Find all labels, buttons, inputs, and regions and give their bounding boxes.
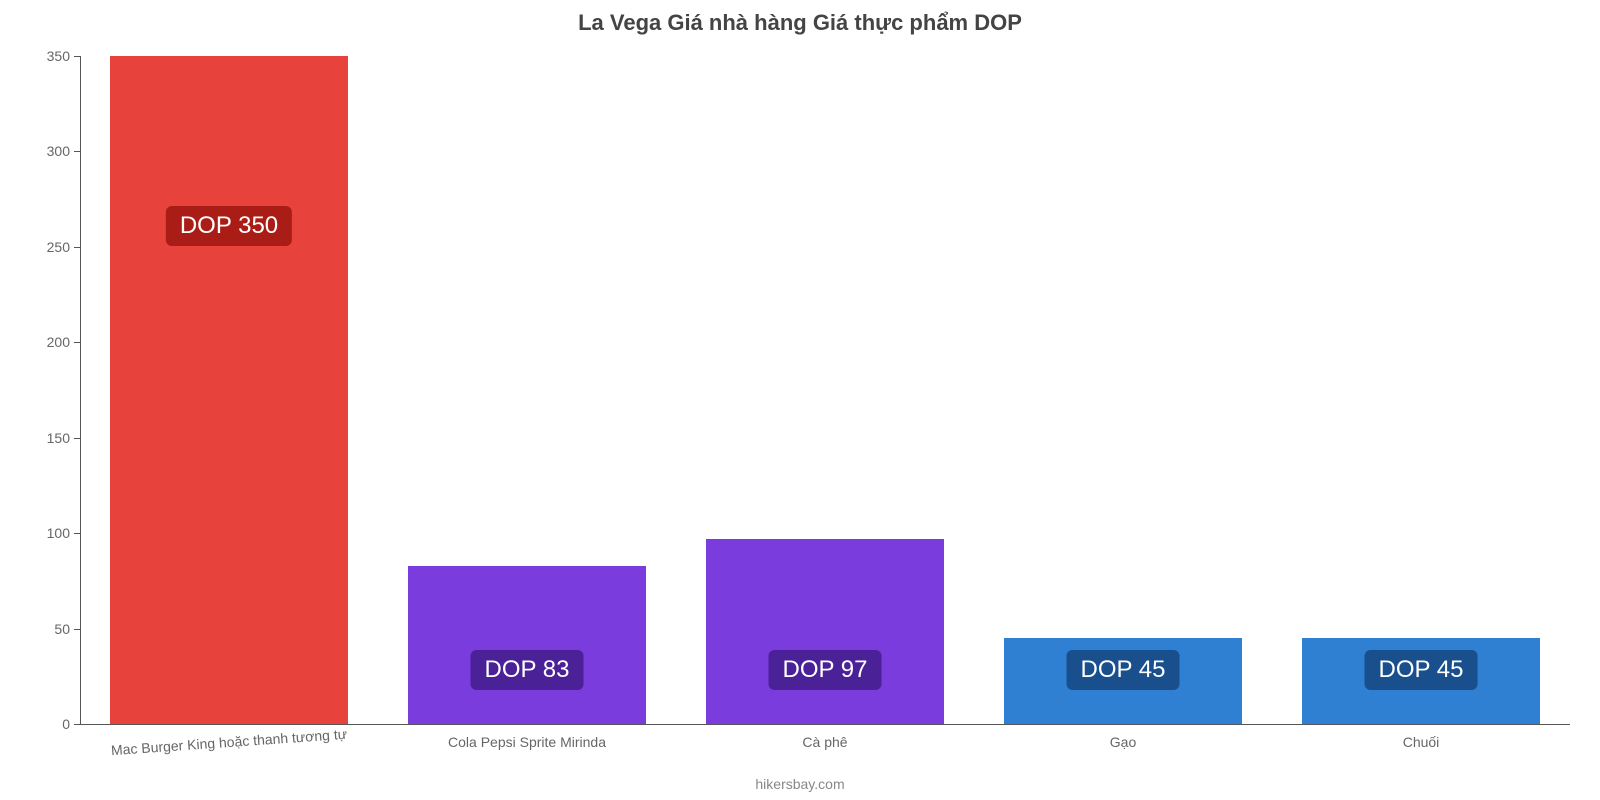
x-category-label: Cà phê bbox=[802, 734, 847, 750]
x-category-label: Chuối bbox=[1403, 734, 1440, 750]
y-tick-mark bbox=[74, 247, 80, 248]
chart-title: La Vega Giá nhà hàng Giá thực phẩm DOP bbox=[0, 10, 1600, 36]
y-tick-mark bbox=[74, 342, 80, 343]
attribution-text: hikersbay.com bbox=[0, 776, 1600, 792]
bar bbox=[408, 566, 646, 724]
y-tick-mark bbox=[74, 56, 80, 57]
bar-value-badge: DOP 83 bbox=[471, 650, 584, 690]
x-category-label: Cola Pepsi Sprite Mirinda bbox=[448, 734, 606, 750]
x-axis-line bbox=[80, 724, 1570, 725]
y-tick-mark bbox=[74, 629, 80, 630]
plot-area: 050100150200250300350DOP 350Mac Burger K… bbox=[80, 56, 1570, 724]
y-tick-mark bbox=[74, 151, 80, 152]
y-axis-line bbox=[80, 56, 81, 724]
bar-value-badge: DOP 97 bbox=[769, 650, 882, 690]
x-category-label: Gạo bbox=[1110, 734, 1136, 750]
x-category-label: Mac Burger King hoặc thanh tương tự bbox=[110, 726, 347, 758]
bar bbox=[706, 539, 944, 724]
bar-value-badge: DOP 45 bbox=[1067, 650, 1180, 690]
y-tick-mark bbox=[74, 724, 80, 725]
y-tick-mark bbox=[74, 533, 80, 534]
bar-value-badge: DOP 45 bbox=[1365, 650, 1478, 690]
chart-container: La Vega Giá nhà hàng Giá thực phẩm DOP 0… bbox=[0, 0, 1600, 800]
bar bbox=[110, 56, 348, 724]
bar-value-badge: DOP 350 bbox=[166, 206, 292, 246]
y-tick-mark bbox=[74, 438, 80, 439]
